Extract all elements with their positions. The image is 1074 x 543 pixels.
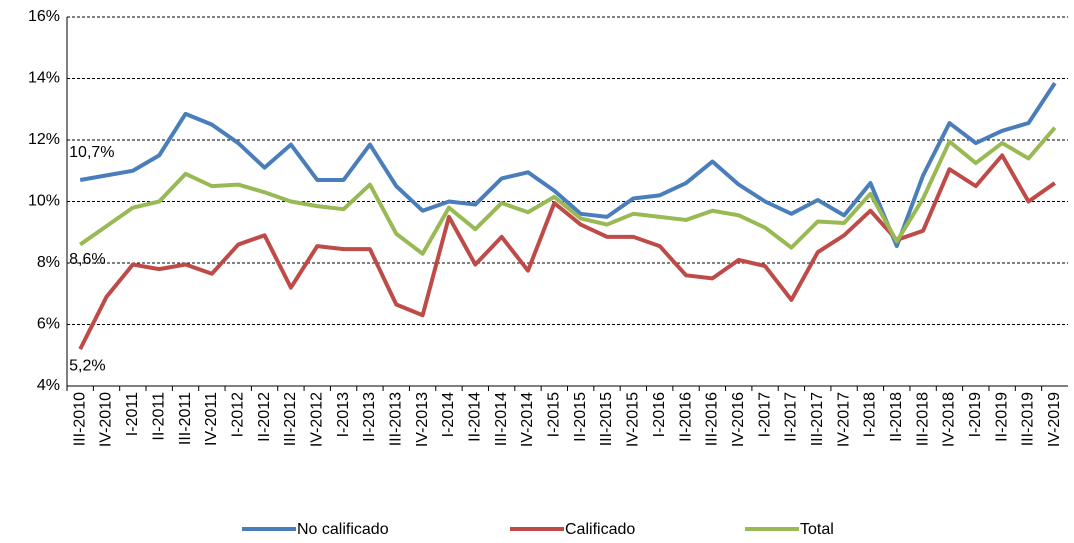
x-tick-label: IV-2019 xyxy=(1046,392,1063,447)
x-tick-label: I-2017 xyxy=(756,392,773,437)
x-tick-label: I-2019 xyxy=(967,392,984,437)
x-tick-label: I-2011 xyxy=(124,392,141,436)
x-tick-label: III-2011 xyxy=(177,392,194,445)
x-tick-label: II-2017 xyxy=(783,392,800,442)
data-label: 10,7% xyxy=(69,144,114,161)
x-tick-label: I-2016 xyxy=(651,392,668,437)
x-tick-label: I-2015 xyxy=(546,392,563,437)
x-tick-label: IV-2010 xyxy=(98,392,115,447)
x-tick-label: III-2010 xyxy=(71,392,88,446)
x-tick-label: III-2014 xyxy=(493,392,510,446)
x-tick-label: II-2014 xyxy=(467,392,484,442)
x-tick-label: II-2012 xyxy=(256,392,273,442)
x-tick-label: III-2013 xyxy=(387,392,404,446)
x-tick-label: I-2014 xyxy=(440,392,457,437)
data-label: 5,2% xyxy=(69,357,105,374)
y-tick-label: 4% xyxy=(37,377,60,394)
x-tick-label: IV-2018 xyxy=(941,392,958,447)
y-tick-label: 16% xyxy=(28,8,60,25)
x-tick-label: IV-2012 xyxy=(308,392,325,447)
x-tick-label: IV-2016 xyxy=(730,392,747,447)
x-tick-label: I-2012 xyxy=(229,392,246,437)
x-tick-label: III-2016 xyxy=(704,392,721,446)
x-tick-label: II-2016 xyxy=(677,392,694,442)
x-tick-label: III-2017 xyxy=(809,392,826,446)
data-label: 8,6% xyxy=(69,251,105,268)
x-tick-label: IV-2011 xyxy=(203,392,220,446)
x-tick-label: III-2012 xyxy=(282,392,299,446)
x-tick-label: IV-2015 xyxy=(625,392,642,447)
y-tick-label: 14% xyxy=(28,70,60,87)
x-tick-label: I-2013 xyxy=(335,392,352,437)
y-tick-label: 10% xyxy=(28,193,60,210)
x-tick-label: II-2018 xyxy=(888,392,905,442)
y-tick-label: 6% xyxy=(37,316,60,333)
legend-label: Total xyxy=(800,521,834,538)
legend-label: Calificado xyxy=(565,521,635,538)
x-tick-label: III-2019 xyxy=(1020,392,1037,446)
x-tick-label: IV-2014 xyxy=(519,392,536,447)
x-tick-label: II-2019 xyxy=(993,392,1010,442)
x-tick-label: II-2011 xyxy=(150,392,167,441)
x-tick-label: II-2015 xyxy=(572,392,589,442)
y-tick-label: 8% xyxy=(37,254,60,271)
x-tick-label: IV-2017 xyxy=(835,392,852,447)
x-tick-label: IV-2013 xyxy=(414,392,431,447)
x-tick-label: III-2018 xyxy=(914,392,931,446)
y-tick-label: 12% xyxy=(28,131,60,148)
x-tick-label: I-2018 xyxy=(862,392,879,437)
series-line xyxy=(79,126,1057,256)
legend-label: No calificado xyxy=(297,521,389,538)
x-tick-label: II-2013 xyxy=(361,392,378,442)
x-tick-label: III-2015 xyxy=(598,392,615,446)
